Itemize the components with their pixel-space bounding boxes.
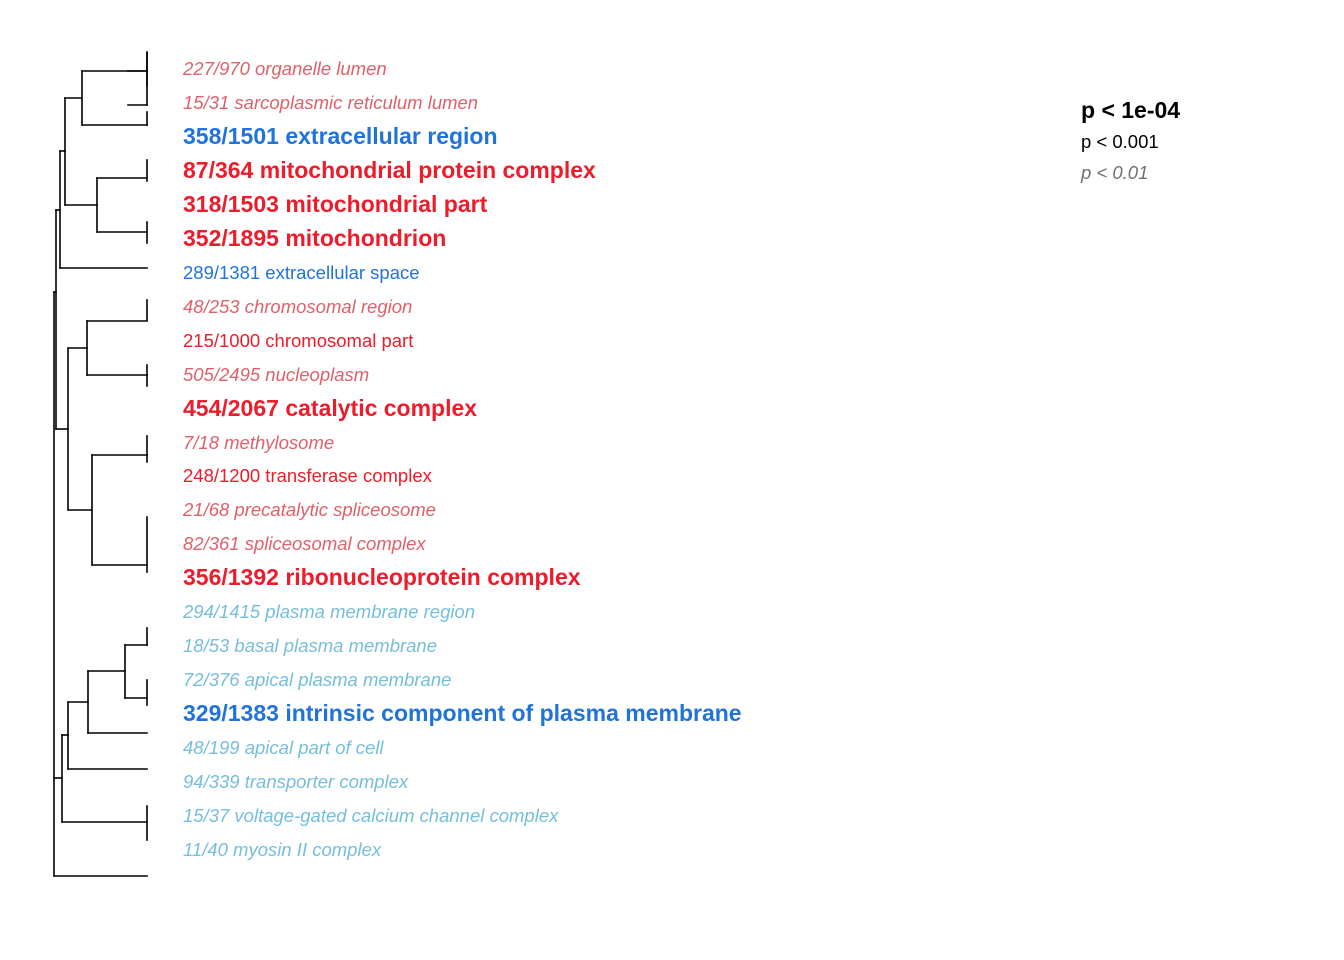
legend-weak-significance: p < 0.01: [1081, 162, 1149, 183]
term-label: 294/1415 plasma membrane region: [183, 601, 476, 622]
term-label: 289/1381 extracellular space: [183, 262, 420, 283]
term-label: 11/40 myosin II complex: [183, 839, 382, 860]
term-label: 7/18 methylosome: [183, 432, 335, 453]
term-label: 318/1503 mitochondrial part: [183, 191, 488, 217]
term-label: 15/37 voltage-gated calcium channel comp…: [183, 805, 559, 826]
term-label: 15/31 sarcoplasmic reticulum lumen: [183, 92, 479, 113]
term-label: 21/68 precatalytic spliceosome: [183, 499, 436, 520]
term-label: 87/364 mitochondrial protein complex: [183, 157, 596, 183]
term-label: 227/970 organelle lumen: [183, 58, 387, 79]
term-label: 94/339 transporter complex: [183, 771, 409, 792]
term-label: 454/2067 catalytic complex: [183, 395, 478, 421]
term-label: 248/1200 transferase complex: [183, 465, 432, 486]
term-label: 48/253 chromosomal region: [183, 296, 413, 317]
term-label: 505/2495 nucleoplasm: [183, 364, 370, 385]
term-label: 72/376 apical plasma membrane: [183, 669, 452, 690]
term-label: 352/1895 mitochondrion: [183, 225, 447, 251]
dendrogram-branches: [53, 51, 148, 877]
legend-medium-significance: p < 0.001: [1081, 131, 1159, 152]
legend-strong-significance: p < 1e-04: [1081, 97, 1181, 123]
term-label: 82/361 spliceosomal complex: [183, 533, 426, 554]
term-label: 48/199 apical part of cell: [183, 737, 384, 758]
term-label: 215/1000 chromosomal part: [183, 330, 414, 351]
term-label: 329/1383 intrinsic component of plasma m…: [183, 700, 742, 726]
term-label: 358/1501 extracellular region: [183, 123, 498, 149]
term-label: 356/1392 ribonucleoprotein complex: [183, 564, 581, 590]
term-label: 18/53 basal plasma membrane: [183, 635, 438, 656]
